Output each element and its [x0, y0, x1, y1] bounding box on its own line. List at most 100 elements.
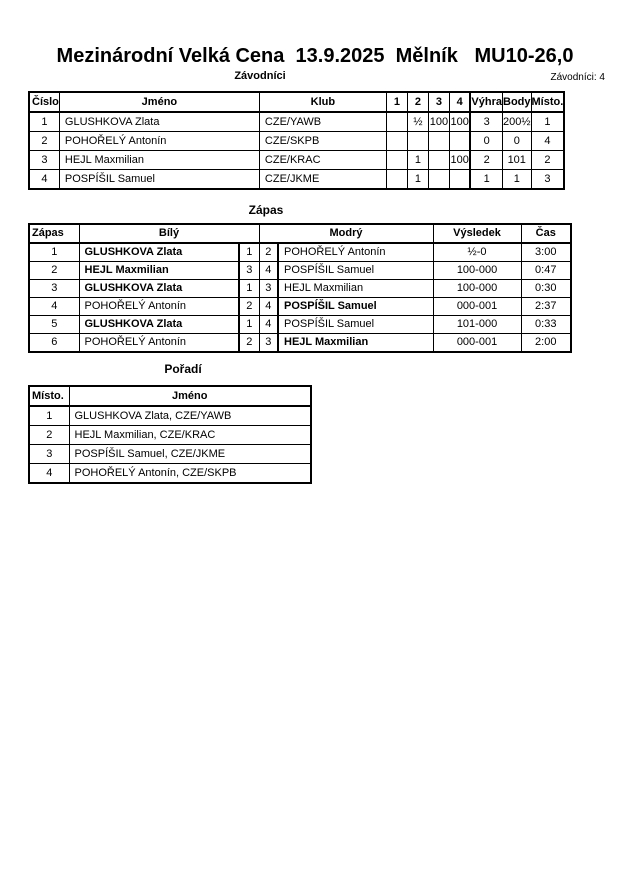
match-number-cell: 6 [28, 333, 80, 353]
wins-cell: 0 [469, 131, 503, 151]
place-cell: 1 [28, 405, 70, 426]
standings-table-body: 1 GLUSHKOVA Zlata, CZE/YAWB 2 HEJL Maxmilia… [28, 405, 312, 484]
result-cell: 100-000 [432, 279, 522, 298]
white-number-cell: 1 [238, 242, 260, 262]
blue-player-cell: POSPÍŠIL Samuel [277, 315, 434, 334]
match-number-cell: 4 [28, 297, 80, 316]
white-number-cell: 2 [238, 333, 260, 353]
name-cell: GLUSHKOVA Zlata [58, 111, 260, 132]
white-player-cell: GLUSHKOVA Zlata [78, 279, 240, 298]
blue-player-cell: HEJL Maxmilian [277, 333, 434, 353]
number-column-header: Číslo [28, 91, 60, 113]
white-number-cell: 1 [238, 279, 260, 298]
time-cell: 2:37 [520, 297, 572, 316]
result-cell: 000-001 [432, 333, 522, 353]
blue-player-cell: POSPÍŠIL Samuel [277, 297, 434, 316]
white-player-cell: POHOŘELÝ Antonín [78, 297, 240, 316]
white-player-cell: HEJL Maxmilian [78, 261, 240, 280]
result-cell: 101-000 [432, 315, 522, 334]
blue-number-cell: 2 [258, 242, 279, 262]
competitors-section-label: Závodníci [234, 70, 286, 82]
blue-player-cell: HEJL Maxmilian [277, 279, 434, 298]
table-row: 1 GLUSHKOVA Zlata 1 2 POHOŘELÝ Antonín ½-0 3:0… [28, 242, 572, 262]
round-4-cell: 100 [448, 150, 471, 170]
number-cell: 4 [28, 169, 60, 190]
table-row: 5 GLUSHKOVA Zlata 1 4 POSPÍŠIL Samuel 101-000… [28, 315, 572, 334]
white-player-cell: POHOŘELÝ Antonín [78, 333, 240, 353]
number-cell: 1 [28, 111, 60, 132]
club-column-header: Klub [258, 91, 387, 113]
white-number-cell: 1 [238, 315, 260, 334]
round-4-column-header: 4 [448, 91, 471, 113]
name-cell: HEJL Maxmilian, CZE/KRAC [68, 425, 312, 445]
result-column-header: Výsledek [432, 223, 522, 244]
table-row: 2 POHOŘELÝ Antonín CZE/SKPB 0 0 4 [28, 131, 565, 151]
points-cell: 101 [501, 150, 532, 170]
round-2-cell: ½ [406, 111, 429, 132]
club-cell: CZE/JKME [258, 169, 387, 190]
blue-player-cell: POSPÍŠIL Samuel [277, 261, 434, 280]
competitors-count: Závodníci: 4 [550, 72, 605, 83]
round-3-cell: 100 [427, 111, 450, 132]
table-row: 2 HEJL Maxmilian, CZE/KRAC [28, 425, 312, 445]
round-3-cell [427, 131, 450, 151]
round-2-cell: 1 [406, 150, 429, 170]
points-cell: 0 [501, 131, 532, 151]
match-number-cell: 1 [28, 242, 80, 262]
round-2-cell [406, 131, 429, 151]
wins-cell: 3 [469, 111, 503, 132]
club-cell: CZE/YAWB [258, 111, 387, 132]
name-column-header: Jméno [68, 385, 312, 407]
time-cell: 0:30 [520, 279, 572, 298]
place-column-header: Místo. [28, 385, 70, 407]
matches-table-body: 1 GLUSHKOVA Zlata 1 2 POHOŘELÝ Antonín ½-0 3:0… [28, 242, 572, 353]
matches-header-row: Zápas Bílý Modrý Výsledek Čas [28, 223, 572, 244]
white-player-cell: GLUSHKOVA Zlata [78, 315, 240, 334]
round-4-cell [448, 169, 471, 190]
round-1-cell [385, 150, 408, 170]
white-column-header: Bílý [78, 223, 260, 244]
blue-number-cell: 4 [258, 261, 279, 280]
name-cell: POHOŘELÝ Antonín [58, 131, 260, 151]
points-cell: 1 [501, 169, 532, 190]
matches-section-title: Zápas [248, 203, 284, 217]
competitors-table: Číslo Jméno Klub 1 2 3 4 Výhra Body Míst… [28, 91, 566, 190]
blue-column-header: Modrý [258, 223, 434, 244]
number-cell: 2 [28, 131, 60, 151]
round-3-cell [427, 169, 450, 190]
club-cell: CZE/SKPB [258, 131, 387, 151]
round-1-column-header: 1 [385, 91, 408, 113]
round-1-cell [385, 169, 408, 190]
place-cell: 4 [530, 131, 565, 151]
table-row: 1 GLUSHKOVA Zlata, CZE/YAWB [28, 405, 312, 426]
blue-number-cell: 3 [258, 279, 279, 298]
time-cell: 0:33 [520, 315, 572, 334]
club-cell: CZE/KRAC [258, 150, 387, 170]
name-cell: POSPÍŠIL Samuel, CZE/JKME [68, 444, 312, 464]
time-cell: 3:00 [520, 242, 572, 262]
match-number-cell: 5 [28, 315, 80, 334]
white-number-cell: 2 [238, 297, 260, 316]
round-3-column-header: 3 [427, 91, 450, 113]
table-row: 4 POHOŘELÝ Antonín, CZE/SKPB [28, 463, 312, 484]
table-row: 4 POSPÍŠIL Samuel CZE/JKME 1 1 1 3 [28, 169, 565, 190]
round-1-cell [385, 111, 408, 132]
place-cell: 2 [530, 150, 565, 170]
standings-section-title: Pořadí [164, 362, 202, 376]
blue-player-cell: POHOŘELÝ Antonín [277, 242, 434, 262]
match-column-header: Zápas [28, 223, 80, 244]
place-cell: 3 [530, 169, 565, 190]
blue-number-cell: 4 [258, 315, 279, 334]
name-cell: HEJL Maxmilian [58, 150, 260, 170]
time-column-header: Čas [520, 223, 572, 244]
match-number-cell: 3 [28, 279, 80, 298]
name-cell: POHOŘELÝ Antonín, CZE/SKPB [68, 463, 312, 484]
match-number-cell: 2 [28, 261, 80, 280]
table-row: 6 POHOŘELÝ Antonín 2 3 HEJL Maxmilian 000-001… [28, 333, 572, 353]
wins-cell: 1 [469, 169, 503, 190]
name-cell: GLUSHKOVA Zlata, CZE/YAWB [68, 405, 312, 426]
name-cell: POSPÍŠIL Samuel [58, 169, 260, 190]
time-cell: 0:47 [520, 261, 572, 280]
name-column-header: Jméno [58, 91, 260, 113]
